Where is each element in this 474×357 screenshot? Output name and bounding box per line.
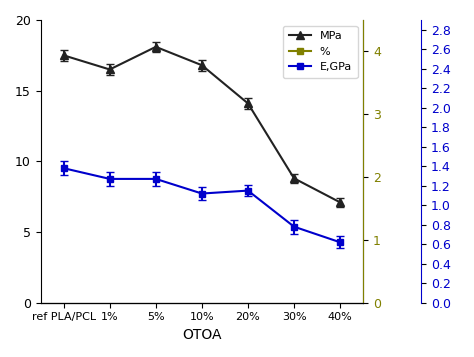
X-axis label: OTOA: OTOA — [182, 328, 222, 342]
Legend: MPa, %, E,GPa: MPa, %, E,GPa — [283, 26, 357, 78]
